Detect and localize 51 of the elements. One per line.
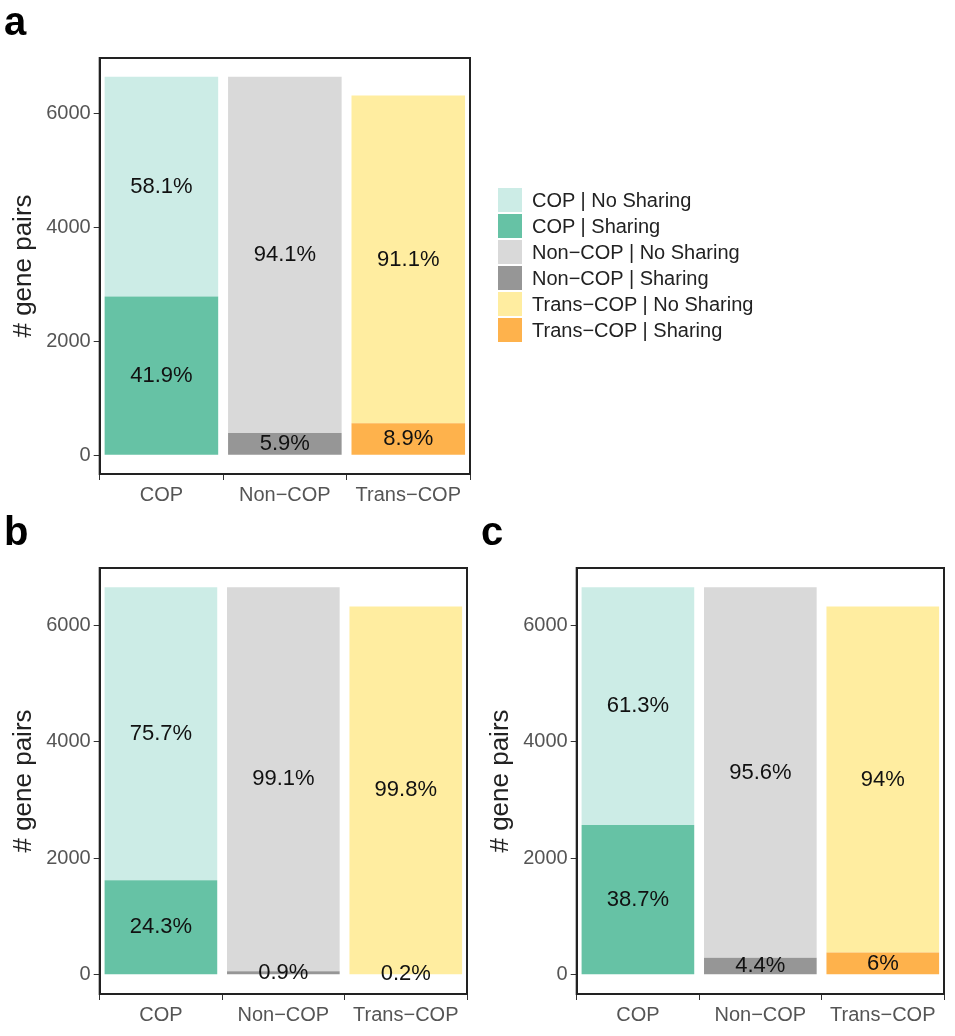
y-tick-label: 4000	[46, 729, 91, 752]
x-tick-label: Non−COP	[237, 1002, 330, 1025]
annotation: 94%	[860, 765, 905, 791]
x-tick-label: Trans−COP	[830, 1002, 936, 1025]
legend-label: Non−COP | No Sharing	[532, 240, 740, 264]
y-tick-label: 0	[79, 442, 91, 465]
annotation: 61.3%	[606, 692, 670, 718]
y-axis-title: # gene pairs	[6, 709, 37, 853]
annotation: 8.9%	[383, 425, 434, 451]
x-tick-label: Non−COP	[238, 482, 331, 505]
annotation: 99.8%	[374, 776, 437, 802]
y-tick-label: 0	[556, 962, 568, 985]
legend-label: Trans−COP | Sharing	[532, 318, 723, 342]
annotation: 58.1%	[130, 172, 193, 198]
annotation: 0.2%	[380, 960, 431, 986]
x-tick-label: Non−COP	[714, 1002, 807, 1025]
annotation: 91.1%	[377, 245, 440, 271]
legend-label: Non−COP | Sharing	[532, 266, 709, 290]
x-tick-label: COP	[616, 1002, 660, 1025]
x-tick-label: Trans−COP	[355, 482, 461, 505]
annotation: 99.1%	[252, 765, 315, 791]
chart-title: c	[481, 509, 504, 554]
y-tick-label: 2000	[46, 845, 91, 868]
y-tick-label: 6000	[46, 101, 91, 124]
annotation: 38.7%	[606, 885, 670, 911]
annotation: 75.7%	[129, 719, 193, 745]
legend-label: COP | No Sharing	[532, 188, 692, 212]
y-tick-label: 6000	[46, 612, 91, 635]
annotation: 6%	[866, 949, 899, 975]
legend-label: COP | Sharing	[532, 214, 661, 238]
annotation: 95.6%	[729, 758, 792, 784]
annotation: 41.9%	[130, 361, 193, 387]
y-tick-label: 6000	[523, 612, 568, 635]
annotation: 4.4%	[735, 952, 786, 978]
y-tick-label: 4000	[46, 215, 91, 238]
x-tick-label: COP	[139, 482, 184, 505]
annotation: 0.9%	[258, 958, 309, 984]
y-tick-label: 4000	[523, 729, 568, 752]
y-tick-label: 0	[79, 962, 91, 985]
annotation: 94.1%	[253, 240, 317, 266]
y-tick-label: 2000	[523, 845, 568, 868]
x-tick-label: COP	[139, 1002, 183, 1025]
y-tick-label: 2000	[46, 328, 91, 351]
y-axis-title: # gene pairs	[6, 194, 37, 338]
chart-title: a	[4, 0, 27, 44]
chart-title: b	[4, 509, 29, 554]
legend-label: Trans−COP | No Sharing	[532, 292, 754, 316]
annotation: 5.9%	[259, 429, 310, 455]
y-axis-title: # gene pairs	[483, 709, 514, 853]
annotation: 24.3%	[129, 913, 193, 939]
x-tick-label: Trans−COP	[353, 1002, 459, 1025]
